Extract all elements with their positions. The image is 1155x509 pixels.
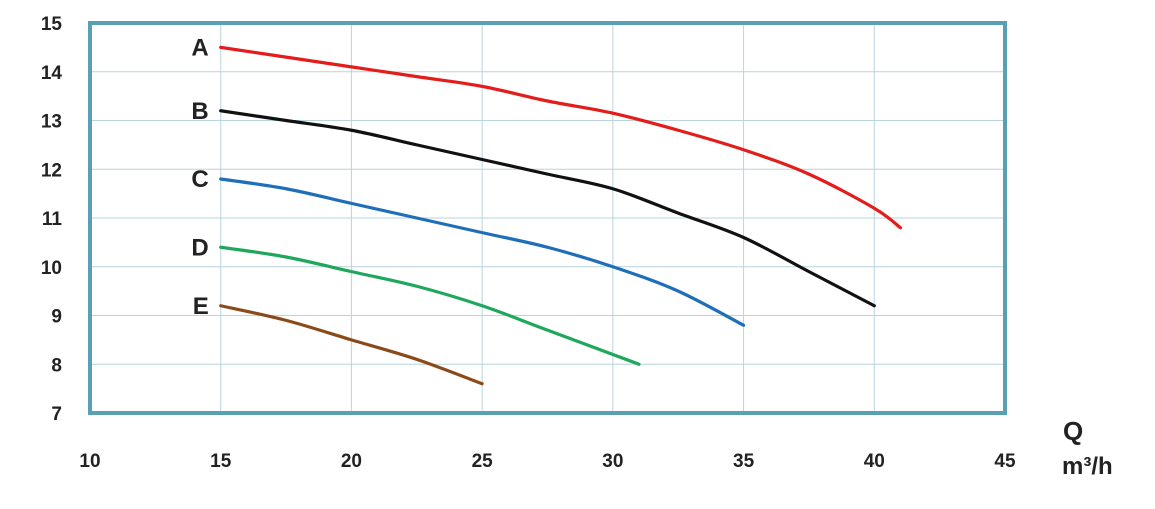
y-tick-label: 13 bbox=[41, 112, 62, 133]
series-label-a: A bbox=[191, 34, 208, 61]
grid bbox=[89, 22, 1006, 414]
x-tick-label: 10 bbox=[79, 451, 100, 472]
series-label-b: B bbox=[191, 98, 208, 125]
x-tick-label: 25 bbox=[472, 451, 494, 472]
x-tick-label: 35 bbox=[733, 451, 755, 472]
series-line-d bbox=[219, 245, 641, 366]
y-tick-label: 10 bbox=[41, 258, 62, 279]
y-tick-label: 14 bbox=[41, 63, 63, 84]
y-tick-label: 9 bbox=[51, 307, 62, 328]
series-line-a bbox=[219, 45, 903, 230]
x-tick-label: 45 bbox=[994, 451, 1016, 472]
x-tick-label: 15 bbox=[210, 451, 232, 472]
series-label-c: C bbox=[191, 166, 208, 193]
y-tick-label: 11 bbox=[42, 209, 63, 230]
series-label-d: D bbox=[191, 234, 208, 261]
x-tick-label: 40 bbox=[864, 451, 885, 472]
x-tick-label: 20 bbox=[341, 451, 362, 472]
series-line-b bbox=[219, 109, 876, 308]
series-label-e: E bbox=[193, 293, 209, 320]
y-tick-label: 15 bbox=[41, 14, 63, 35]
series-lines bbox=[219, 45, 903, 386]
y-tick-label: 8 bbox=[51, 355, 62, 376]
series-line-e bbox=[219, 304, 484, 386]
y-tick-label: 12 bbox=[41, 160, 62, 181]
series-line-c bbox=[219, 177, 746, 327]
x-axis-unit: m³/h bbox=[1062, 453, 1113, 480]
tick-labels: 10 15 20 25 30 35 40 45 7 8 9 10 11 12 13 14 15 bbox=[41, 14, 1016, 472]
x-tick-label: 30 bbox=[602, 451, 623, 472]
x-axis-label: Q bbox=[1063, 416, 1083, 446]
y-tick-label: 7 bbox=[51, 404, 62, 425]
series-labels: A B C D E bbox=[191, 34, 208, 319]
plot-frame bbox=[88, 21, 1007, 415]
